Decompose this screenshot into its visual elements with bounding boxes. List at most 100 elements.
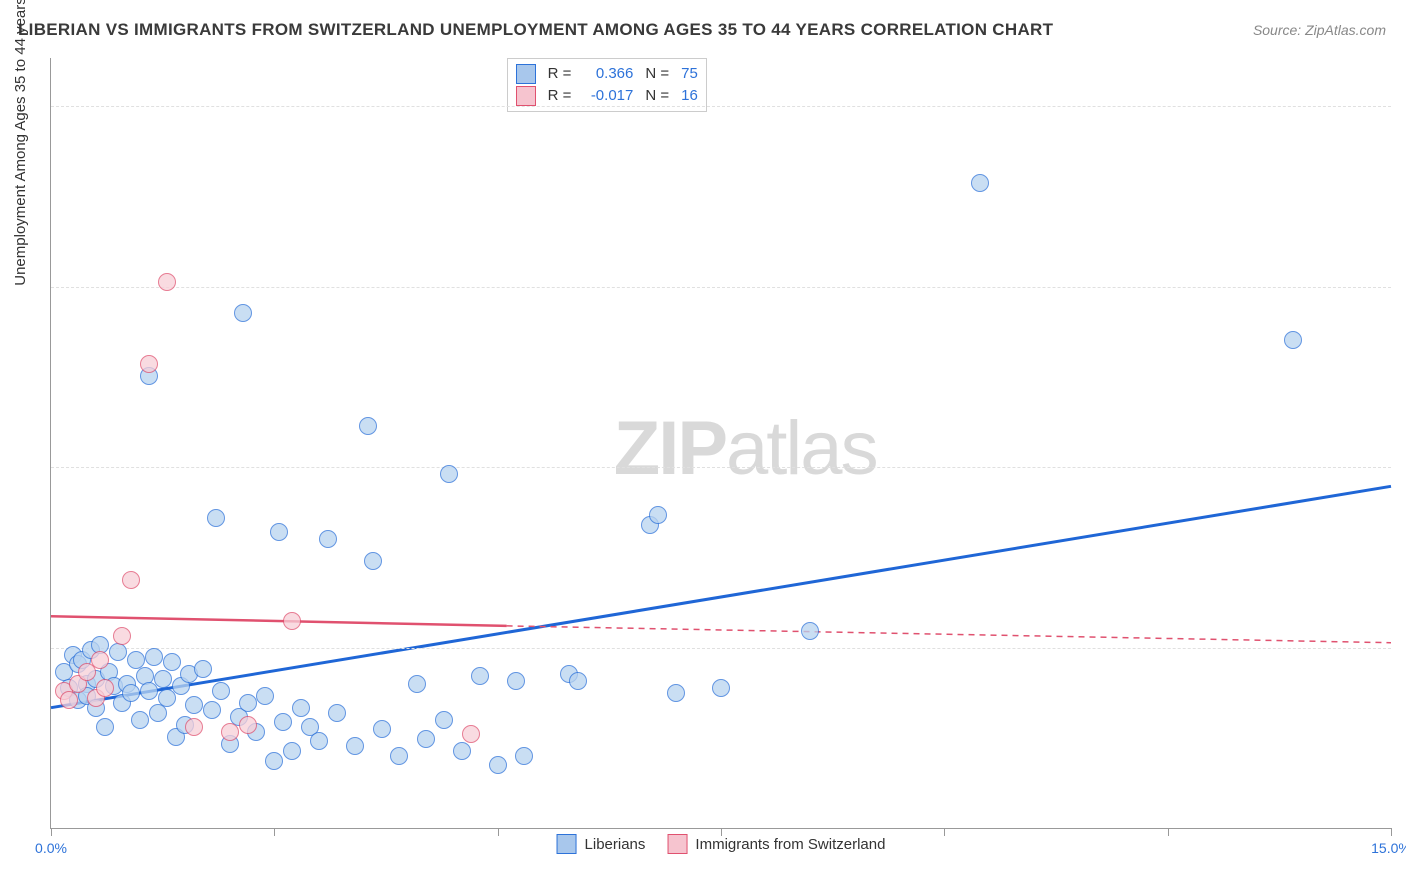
data-point xyxy=(60,691,78,709)
data-point xyxy=(569,672,587,690)
data-point xyxy=(417,730,435,748)
y-tick-label: 15.0% xyxy=(1396,459,1406,475)
data-point xyxy=(113,627,131,645)
x-tick-label: 0.0% xyxy=(35,840,67,856)
data-point xyxy=(145,648,163,666)
data-point xyxy=(212,682,230,700)
data-point xyxy=(373,720,391,738)
x-tick xyxy=(944,828,945,836)
data-point xyxy=(435,711,453,729)
trend-lines-layer xyxy=(51,58,1391,828)
data-point xyxy=(801,622,819,640)
gridline-h xyxy=(51,467,1391,468)
data-point xyxy=(194,660,212,678)
data-point xyxy=(256,687,274,705)
data-point xyxy=(239,694,257,712)
n-label: N = xyxy=(645,85,669,107)
r-label: R = xyxy=(548,63,572,85)
data-point xyxy=(971,174,989,192)
data-point xyxy=(462,725,480,743)
data-point xyxy=(122,684,140,702)
y-axis-title: Unemployment Among Ages 35 to 44 years xyxy=(12,0,29,286)
x-tick xyxy=(1391,828,1392,836)
data-point xyxy=(489,756,507,774)
legend-item: Immigrants from Switzerland xyxy=(667,834,885,854)
data-point xyxy=(127,651,145,669)
plot-area: ZIPatlas R =0.366N =75R =-0.017N =16 Lib… xyxy=(50,58,1391,829)
series-legend: Liberians Immigrants from Switzerland xyxy=(551,834,892,854)
data-point xyxy=(270,523,288,541)
x-tick-label: 15.0% xyxy=(1371,840,1406,856)
data-point xyxy=(234,304,252,322)
data-point xyxy=(185,718,203,736)
data-point xyxy=(163,653,181,671)
r-label: R = xyxy=(548,85,572,107)
n-value: 16 xyxy=(681,85,698,107)
data-point xyxy=(185,696,203,714)
data-point xyxy=(96,679,114,697)
data-point xyxy=(440,465,458,483)
y-tick-label: 7.5% xyxy=(1396,640,1406,656)
y-tick-label: 30.0% xyxy=(1396,98,1406,114)
x-tick xyxy=(51,828,52,836)
data-point xyxy=(154,670,172,688)
data-point xyxy=(131,711,149,729)
data-point xyxy=(667,684,685,702)
data-point xyxy=(283,742,301,760)
legend-swatch xyxy=(667,834,687,854)
data-point xyxy=(239,716,257,734)
data-point xyxy=(140,355,158,373)
data-point xyxy=(346,737,364,755)
n-value: 75 xyxy=(681,63,698,85)
legend-item: Liberians xyxy=(557,834,646,854)
trend-line-solid xyxy=(51,486,1391,707)
x-tick xyxy=(721,828,722,836)
data-point xyxy=(515,747,533,765)
legend-stat-row: R = -0.017 N = 16 xyxy=(516,85,698,107)
data-point xyxy=(319,530,337,548)
x-tick xyxy=(274,828,275,836)
gridline-h xyxy=(51,648,1391,649)
data-point xyxy=(96,718,114,736)
data-point xyxy=(310,732,328,750)
data-point xyxy=(207,509,225,527)
data-point xyxy=(364,552,382,570)
legend-swatch xyxy=(557,834,577,854)
data-point xyxy=(390,747,408,765)
data-point xyxy=(1284,331,1302,349)
legend-stat-row: R = 0.366 N = 75 xyxy=(516,63,698,85)
data-point xyxy=(328,704,346,722)
data-point xyxy=(453,742,471,760)
n-label: N = xyxy=(645,63,669,85)
y-tick-label: 22.5% xyxy=(1396,279,1406,295)
source-attribution: Source: ZipAtlas.com xyxy=(1253,22,1386,38)
legend-swatch xyxy=(516,64,536,84)
data-point xyxy=(274,713,292,731)
data-point xyxy=(408,675,426,693)
data-point xyxy=(265,752,283,770)
data-point xyxy=(649,506,667,524)
trend-line-solid xyxy=(51,616,507,626)
data-point xyxy=(359,417,377,435)
legend-swatch xyxy=(516,86,536,106)
data-point xyxy=(158,273,176,291)
data-point xyxy=(203,701,221,719)
data-point xyxy=(91,651,109,669)
correlation-legend: R = 0.366 N = 75 R = -0.017 N = 16 xyxy=(507,58,707,112)
data-point xyxy=(471,667,489,685)
data-point xyxy=(221,723,239,741)
legend-label: Liberians xyxy=(585,836,646,853)
x-tick xyxy=(498,828,499,836)
r-value: -0.017 xyxy=(583,85,633,107)
data-point xyxy=(292,699,310,717)
legend-label: Immigrants from Switzerland xyxy=(695,836,885,853)
trend-line-dashed xyxy=(507,626,1391,643)
data-point xyxy=(507,672,525,690)
data-point xyxy=(109,643,127,661)
gridline-h xyxy=(51,287,1391,288)
data-point xyxy=(712,679,730,697)
x-tick xyxy=(1168,828,1169,836)
r-value: 0.366 xyxy=(583,63,633,85)
data-point xyxy=(283,612,301,630)
data-point xyxy=(122,571,140,589)
